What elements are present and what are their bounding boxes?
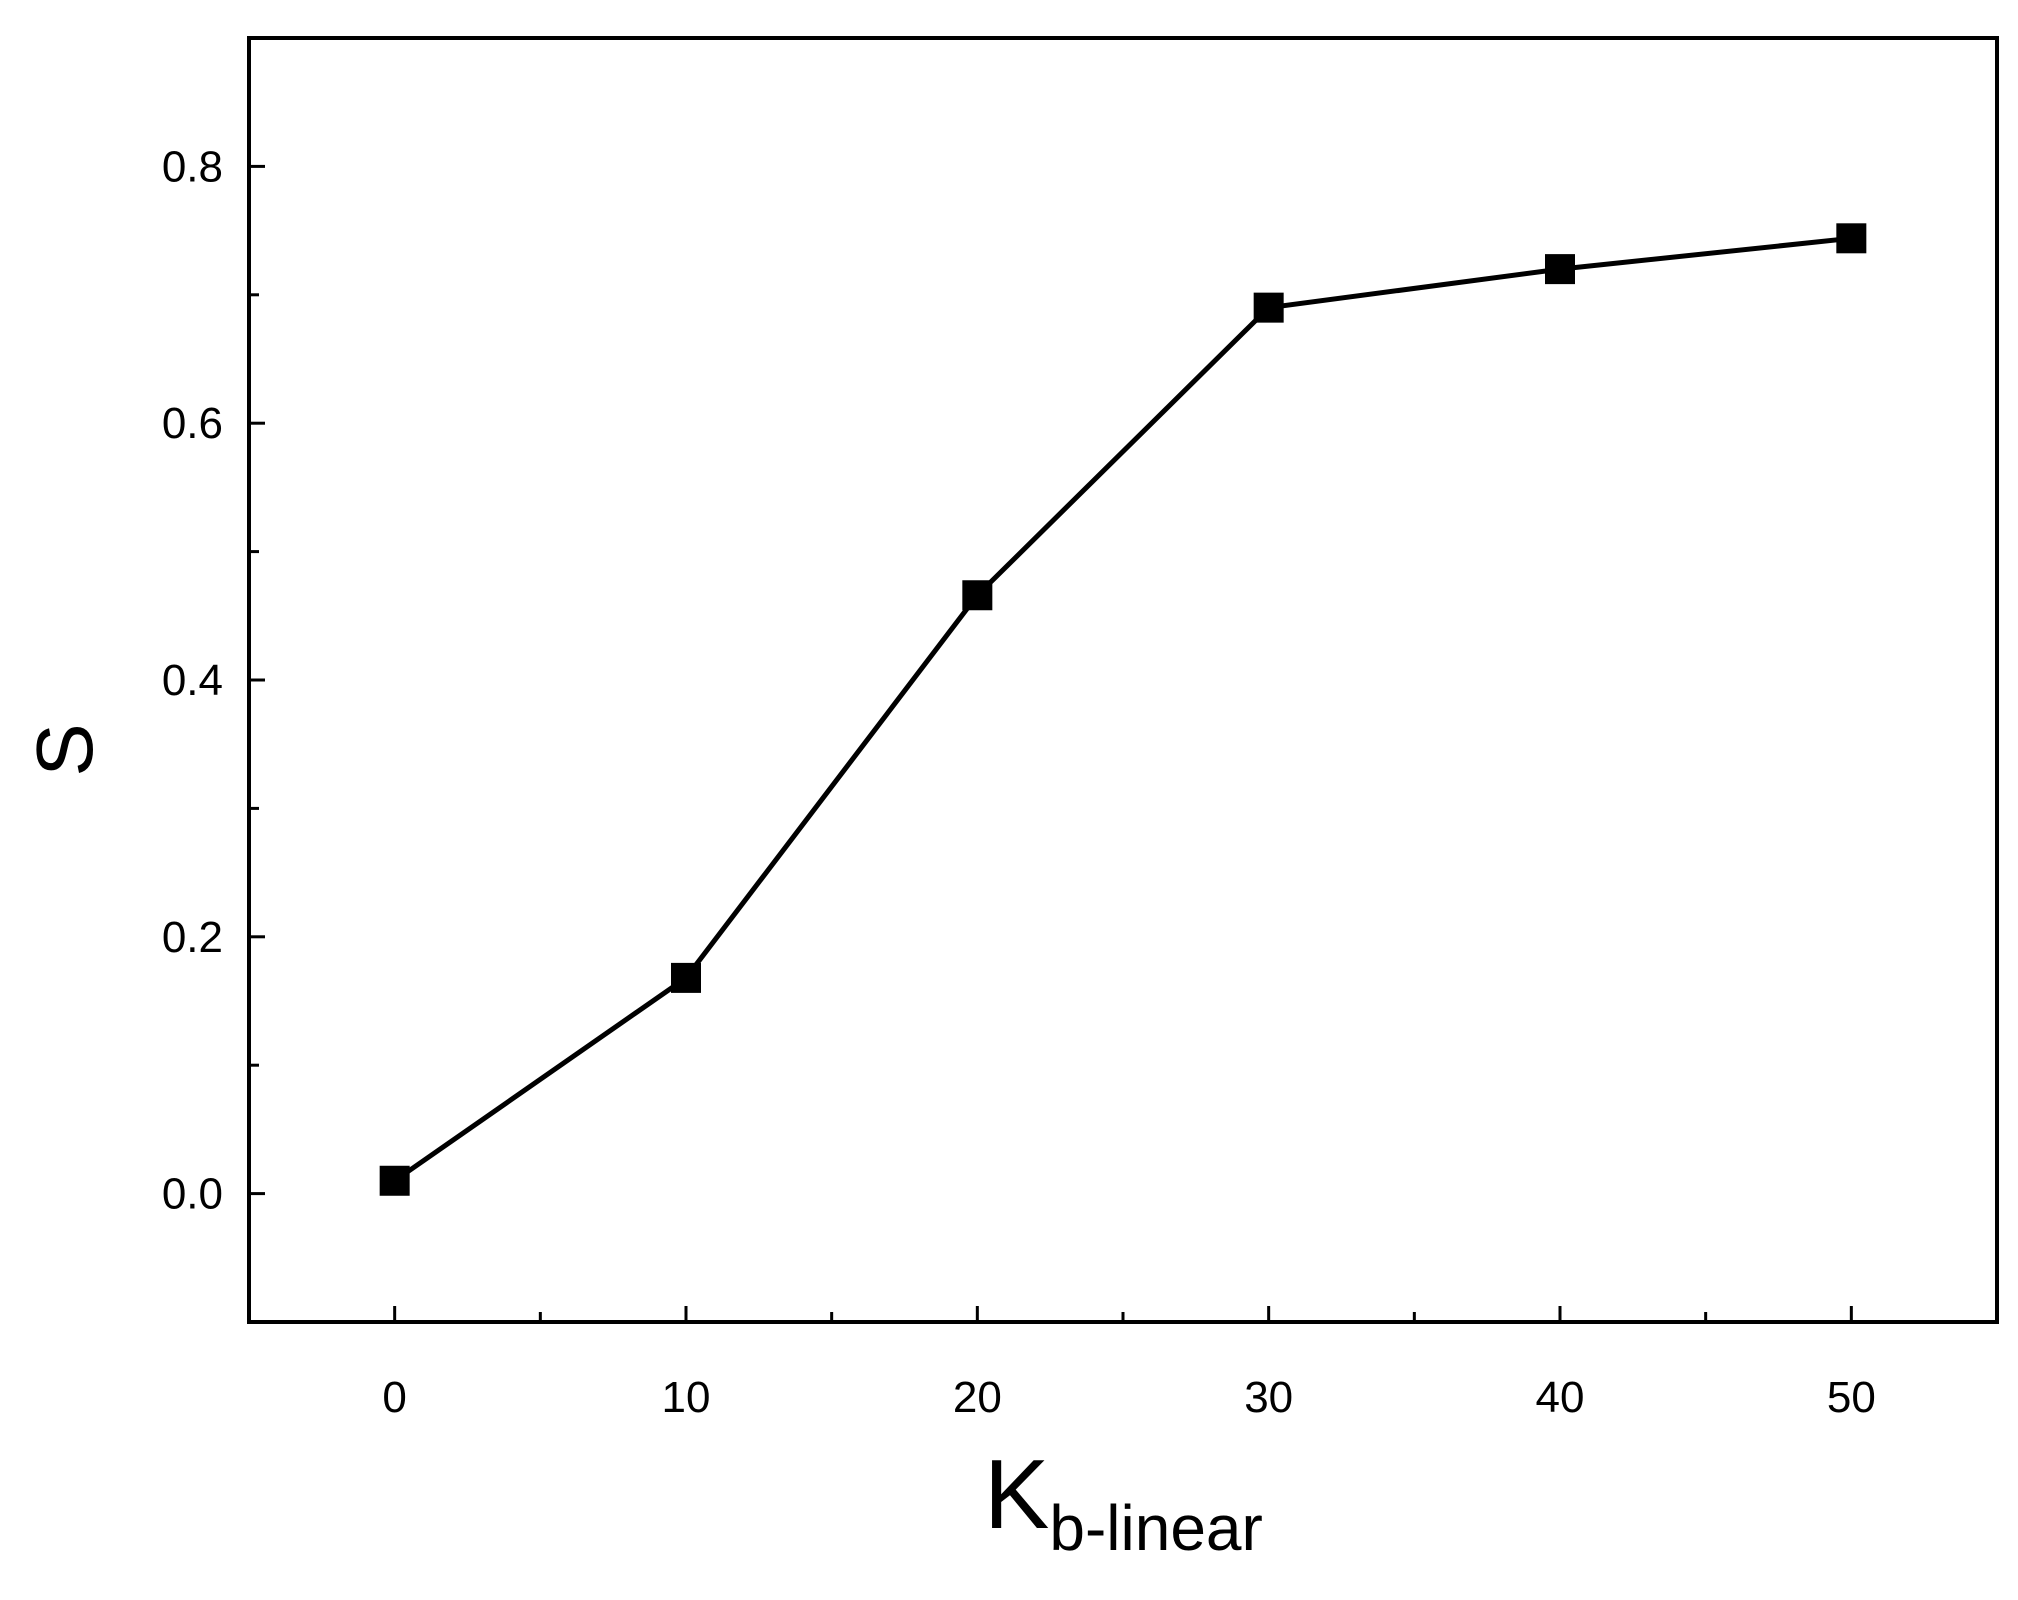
data-series — [379, 223, 1867, 1196]
x-tick-label: 20 — [953, 1373, 1002, 1422]
data-point — [1253, 292, 1284, 323]
data-point — [962, 580, 993, 611]
y-tick-label: 0.0 — [162, 1170, 223, 1219]
y-tick-label: 0.6 — [162, 399, 223, 448]
x-axis-title-subscript: b-linear — [1049, 1492, 1262, 1564]
series-line — [393, 235, 1852, 1183]
data-point — [379, 1165, 410, 1196]
x-tick-label: 50 — [1827, 1373, 1876, 1422]
plot-frame — [247, 36, 1999, 1324]
y-axis-title: S — [20, 723, 109, 776]
data-point — [1545, 254, 1575, 285]
x-tick-label: 30 — [1244, 1373, 1293, 1422]
x-axis-title-main: K — [984, 1439, 1049, 1549]
axis-ticks: 0 10 20 30 40 50 0.0 0.2 0.4 0.6 0.8 — [162, 142, 1876, 1422]
data-point — [671, 962, 701, 993]
x-tick-label: 40 — [1536, 1373, 1585, 1422]
x-axis-title: Kb-linear — [984, 1439, 1263, 1564]
x-tick-label: 10 — [662, 1373, 711, 1422]
y-tick-label: 0.8 — [162, 142, 223, 191]
y-tick-label: 0.2 — [162, 913, 223, 962]
y-tick-label: 0.4 — [162, 656, 223, 705]
x-tick-label: 0 — [382, 1373, 406, 1422]
data-point — [1836, 223, 1867, 254]
